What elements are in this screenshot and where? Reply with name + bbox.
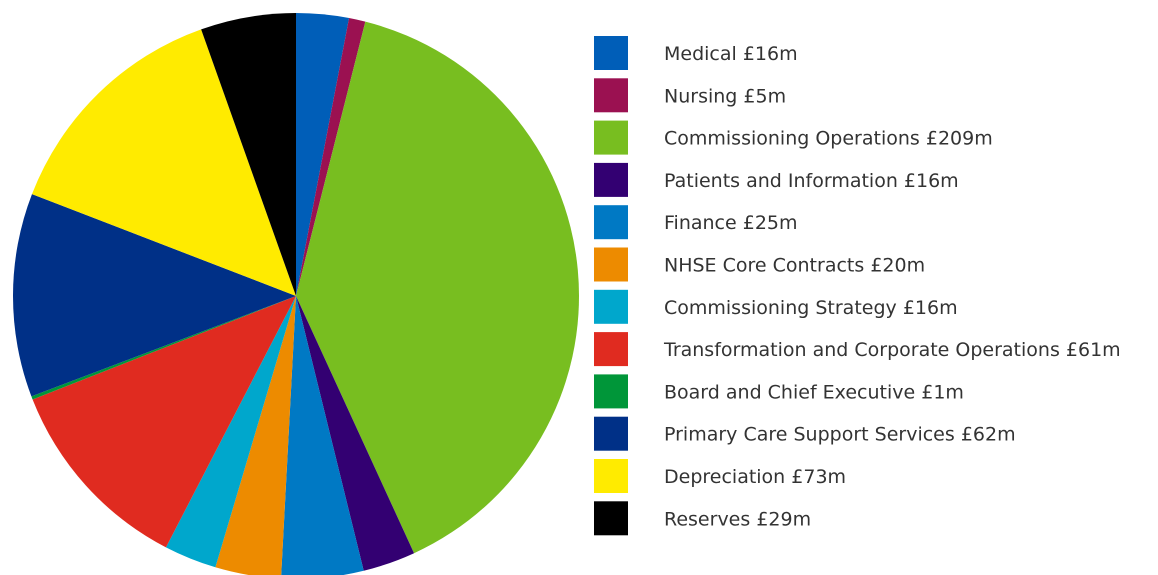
legend-label: Commissioning Operations £209m	[664, 127, 993, 149]
legend-label: Transformation and Corporate Operations …	[663, 339, 1121, 361]
legend-label: Depreciation £73m	[664, 466, 846, 488]
legend-value: £1m	[921, 381, 964, 403]
pie-slice	[296, 296, 415, 571]
legend-value: £16m	[904, 169, 959, 191]
pie-slice	[165, 296, 296, 568]
legend-name: Primary Care Support Services	[664, 423, 955, 445]
legend-swatch	[594, 459, 628, 493]
pie-slice	[296, 13, 350, 296]
legend-swatch	[594, 120, 628, 155]
legend-name: Medical	[664, 43, 737, 65]
legend-swatch	[594, 78, 628, 113]
legend-label: Nursing £5m	[664, 85, 786, 107]
legend-value: £5m	[743, 85, 786, 107]
legend-name: Board and Chief Executive	[664, 381, 915, 403]
legend-value: £16m	[743, 43, 798, 65]
pie-slice	[31, 29, 296, 296]
legend-value: £73m	[791, 466, 846, 488]
legend-label: Medical £16m	[664, 43, 798, 65]
pie-slice	[201, 13, 296, 296]
legend-label: Commissioning Strategy £16m	[664, 296, 958, 318]
legend-label: Primary Care Support Services £62m	[664, 423, 1016, 445]
legend-name: Reserves	[664, 508, 750, 530]
legend-name: Depreciation	[664, 466, 785, 488]
legend-swatch	[594, 501, 628, 536]
legend-value: £61m	[1066, 339, 1121, 361]
legend-swatch	[594, 205, 628, 240]
legend-swatch	[594, 416, 628, 451]
pie-slice	[281, 296, 364, 575]
legend-label: Reserves £29m	[664, 508, 811, 530]
legend-swatch	[594, 332, 628, 367]
legend-value: £62m	[961, 423, 1016, 445]
legend-label: Finance £25m	[664, 212, 798, 234]
legend-name: Finance	[664, 212, 737, 234]
legend-name: Nursing	[664, 85, 737, 107]
pie-slice	[296, 21, 579, 554]
legend-name: Commissioning Strategy	[664, 296, 897, 318]
legend-label: Patients and Information £16m	[664, 169, 959, 191]
legend-value: £16m	[903, 296, 958, 318]
legend-label: NHSE Core Contracts £20m	[664, 254, 925, 276]
legend-value: £209m	[926, 127, 993, 149]
legend-swatch	[594, 36, 628, 70]
pie-slice	[296, 18, 366, 297]
legend-swatch	[594, 374, 628, 409]
legend-value: £25m	[743, 212, 798, 234]
legend-name: NHSE Core Contracts	[664, 254, 864, 276]
legend-swatch	[594, 247, 628, 282]
legend-name: Patients and Information	[664, 169, 898, 191]
legend-swatch	[594, 162, 628, 197]
pie-slice	[13, 194, 297, 397]
legend-value: £29m	[756, 508, 811, 530]
legend-name: Transformation and Corporate Operations	[663, 339, 1060, 361]
pie-slice	[32, 296, 296, 548]
legend-value: £20m	[870, 254, 925, 276]
legend-swatch	[594, 289, 628, 324]
legend-label: Board and Chief Executive £1m	[664, 381, 964, 403]
pie-slice	[215, 296, 296, 575]
pie-slice	[31, 296, 296, 400]
legend-name: Commissioning Operations	[664, 127, 920, 149]
